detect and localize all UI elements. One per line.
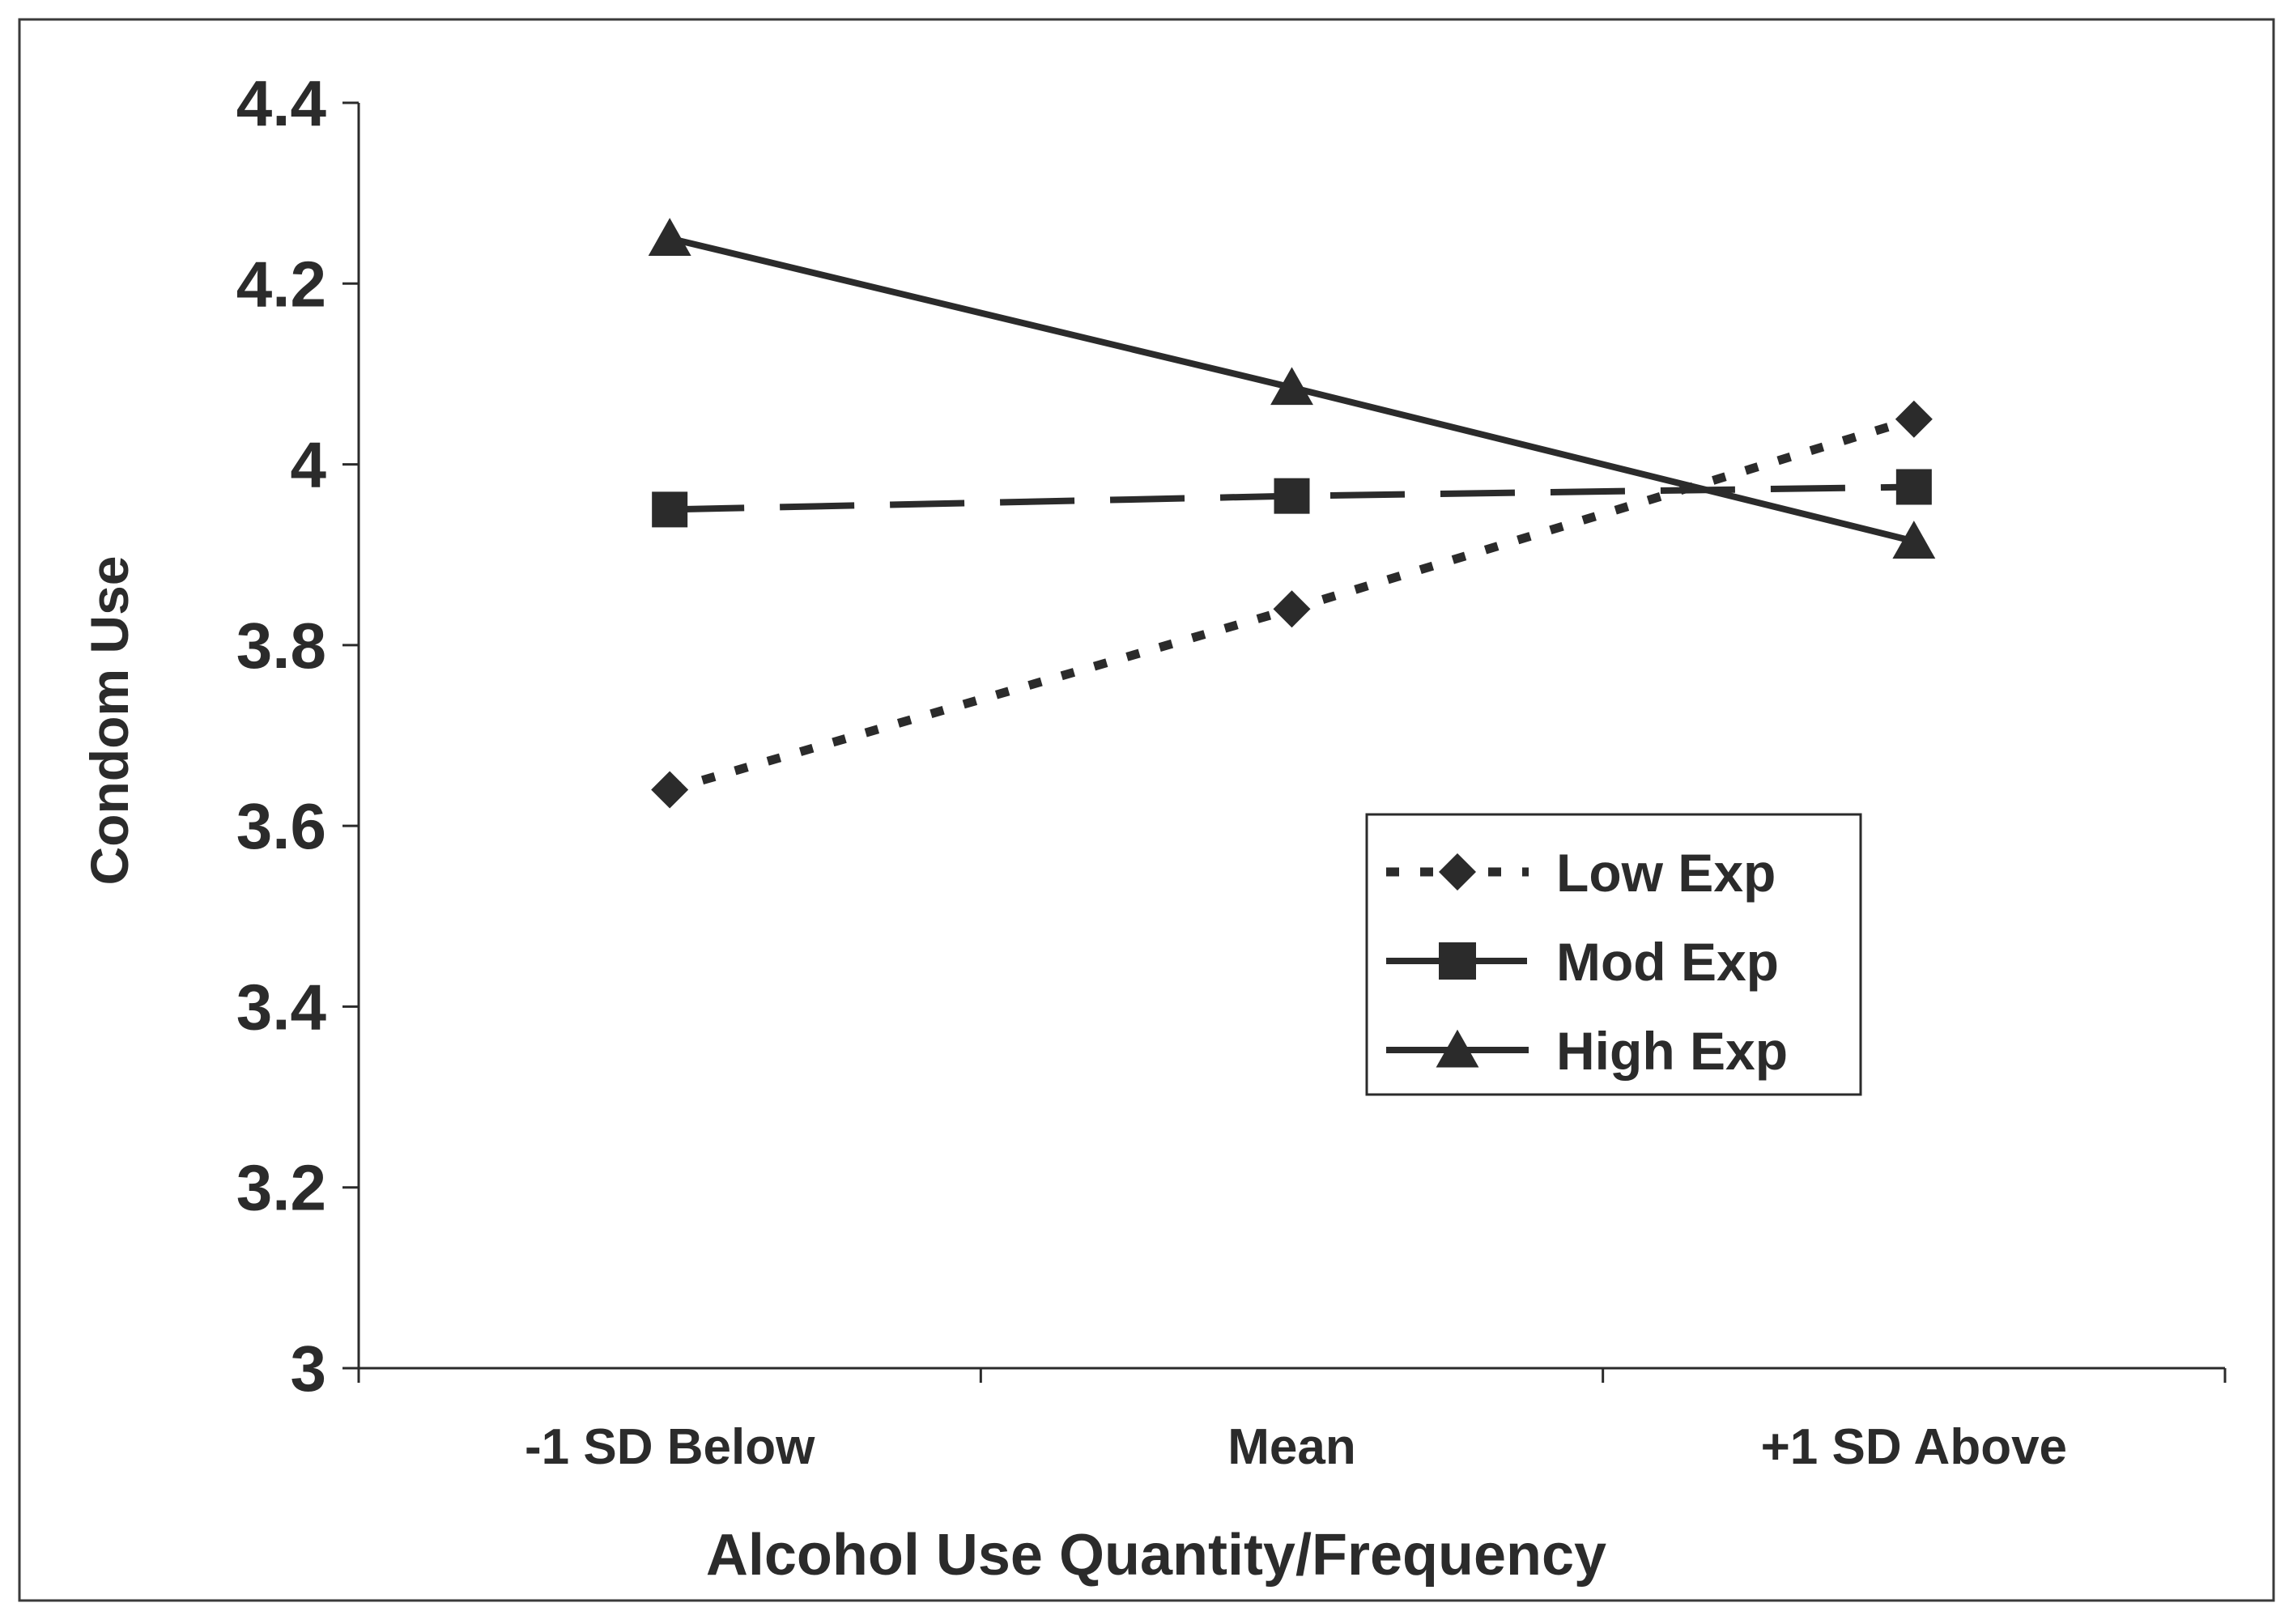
legend-marker-high-exp [1436,1029,1479,1068]
x-axis-title: Alcohol Use Quantity/Frequency [706,1523,1606,1588]
data-point-low-exp [1895,400,1933,438]
legend-label-mod-exp: Mod Exp [1556,932,1779,992]
series-low-exp [651,400,1933,809]
y-tick-label: 4.4 [236,67,327,139]
y-axis: 3 3.2 3.4 3.6 3.8 4 4.2 4.4 [236,67,360,1405]
data-point-high-exp [1270,367,1313,406]
legend: Low Exp Mod Exp High Exp [1365,813,1862,1096]
legend-item-mod-exp: Mod Exp [1386,932,1779,992]
x-tick-label: -1 SD Below [525,1419,815,1475]
x-tick-label: +1 SD Above [1761,1419,2067,1475]
data-point-high-exp [1892,521,1936,559]
legend-label-high-exp: High Exp [1556,1021,1788,1081]
legend-item-high-exp: High Exp [1386,1021,1788,1081]
data-point-low-exp [1273,590,1311,628]
data-point-mod-exp [1895,469,1932,505]
y-tick-label: 4 [291,429,327,501]
y-tick-label: 3.8 [236,610,326,682]
y-tick-label: 3.6 [236,790,326,862]
legend-marker-mod-exp [1439,942,1476,980]
legend-marker-low-exp [1439,853,1476,891]
data-point-high-exp [648,218,691,256]
x-tick-label: Mean [1227,1419,1355,1475]
legend-label-low-exp: Low Exp [1556,843,1776,903]
y-tick-label: 3 [291,1333,327,1405]
y-tick-label: 4.2 [236,248,326,320]
x-axis: -1 SD Below Mean +1 SD Above [357,1367,2227,1475]
y-axis-title: Condom Use [79,555,139,885]
data-point-mod-exp [1274,478,1310,514]
y-tick-label: 3.4 [236,971,327,1043]
series-layer [648,218,1936,809]
series-high-exp [648,218,1936,559]
chart-frame [18,18,2275,1602]
data-point-low-exp [651,771,689,809]
y-tick-label: 3.2 [236,1152,326,1224]
legend-item-low-exp: Low Exp [1386,843,1776,903]
data-point-mod-exp [652,491,688,528]
